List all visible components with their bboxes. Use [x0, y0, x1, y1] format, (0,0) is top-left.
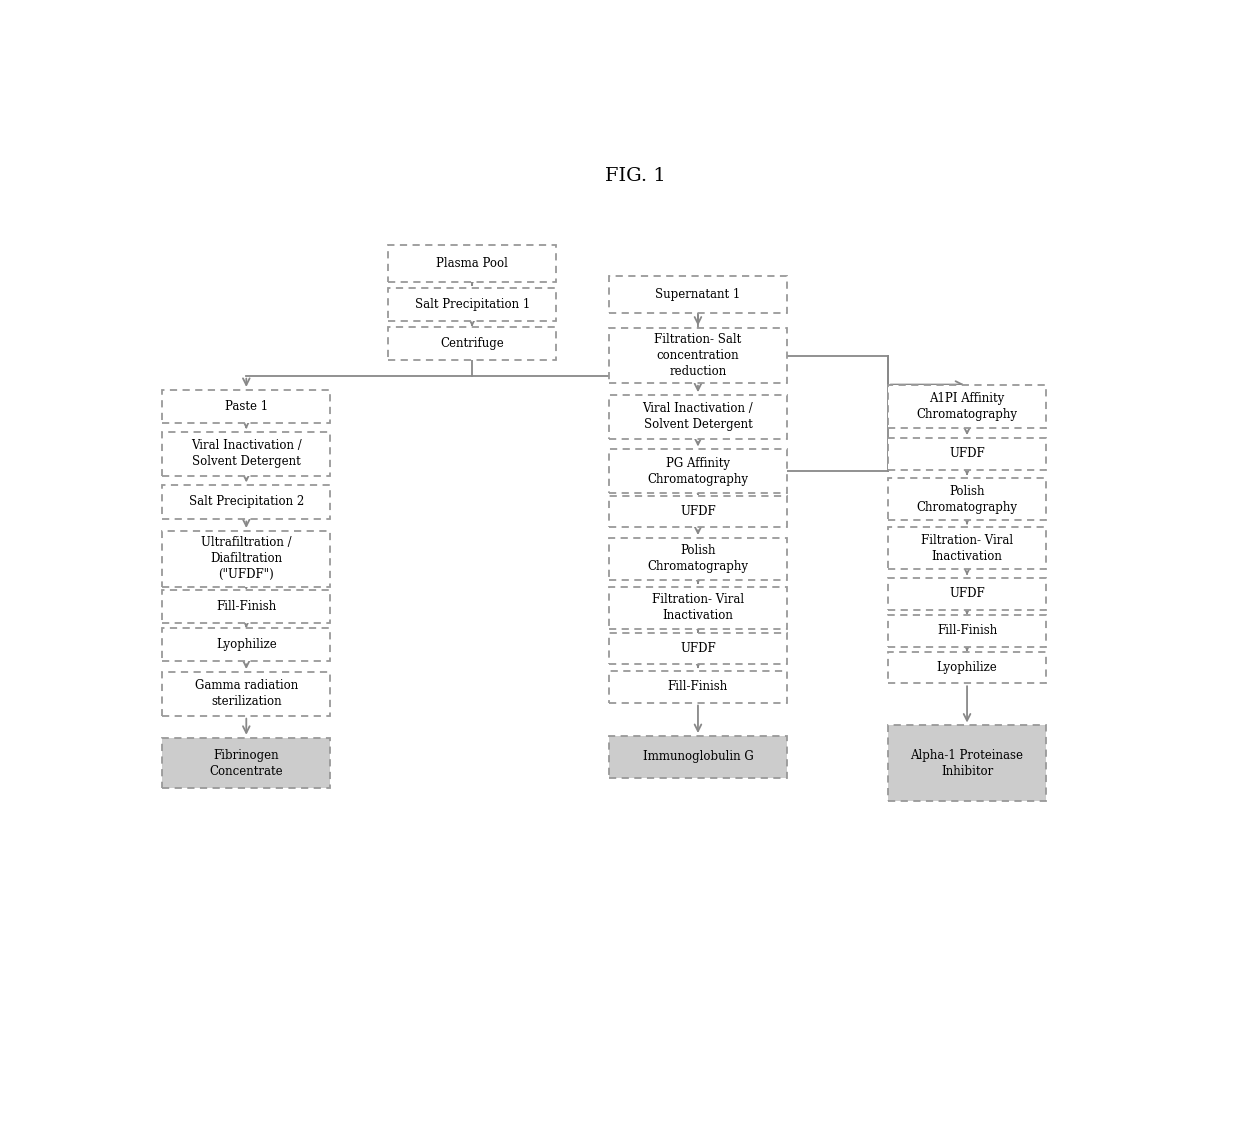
FancyBboxPatch shape — [609, 395, 787, 439]
Text: Plasma Pool: Plasma Pool — [436, 257, 508, 270]
Text: Paste 1: Paste 1 — [224, 399, 268, 413]
Text: Salt Precipitation 1: Salt Precipitation 1 — [414, 298, 529, 312]
Text: Lyophilize: Lyophilize — [936, 661, 997, 674]
FancyBboxPatch shape — [162, 628, 330, 661]
Text: Viral Inactivation /
Solvent Detergent: Viral Inactivation / Solvent Detergent — [642, 403, 754, 431]
FancyBboxPatch shape — [609, 538, 787, 580]
FancyBboxPatch shape — [388, 288, 557, 321]
Text: Fill-Finish: Fill-Finish — [668, 681, 728, 693]
FancyBboxPatch shape — [888, 725, 1047, 801]
Text: Polish
Chromatography: Polish Chromatography — [647, 544, 749, 574]
FancyBboxPatch shape — [888, 385, 1047, 428]
Text: Ultrafiltration /
Diafiltration
("UFDF"): Ultrafiltration / Diafiltration ("UFDF") — [201, 536, 291, 582]
FancyBboxPatch shape — [888, 578, 1047, 610]
FancyBboxPatch shape — [388, 327, 557, 360]
FancyBboxPatch shape — [888, 438, 1047, 470]
FancyBboxPatch shape — [888, 478, 1047, 520]
Text: UFDF: UFDF — [680, 642, 715, 654]
Text: Polish
Chromatography: Polish Chromatography — [916, 485, 1018, 514]
Text: PG Affinity
Chromatography: PG Affinity Chromatography — [647, 456, 749, 486]
Text: Fibrinogen
Concentrate: Fibrinogen Concentrate — [210, 749, 283, 777]
FancyBboxPatch shape — [162, 530, 330, 587]
Text: Fill-Finish: Fill-Finish — [937, 625, 997, 637]
Text: Lyophilize: Lyophilize — [216, 638, 277, 651]
Text: Fill-Finish: Fill-Finish — [216, 600, 277, 612]
Text: Immunoglobulin G: Immunoglobulin G — [642, 750, 754, 764]
Text: UFDF: UFDF — [680, 505, 715, 518]
FancyBboxPatch shape — [162, 671, 330, 716]
Text: FIG. 1: FIG. 1 — [605, 167, 666, 185]
FancyBboxPatch shape — [388, 245, 557, 282]
Text: Filtration- Viral
Inactivation: Filtration- Viral Inactivation — [921, 534, 1013, 563]
FancyBboxPatch shape — [609, 587, 787, 629]
FancyBboxPatch shape — [609, 275, 787, 313]
Text: Centrifuge: Centrifuge — [440, 337, 503, 349]
Text: UFDF: UFDF — [949, 447, 985, 460]
FancyBboxPatch shape — [609, 633, 787, 665]
FancyBboxPatch shape — [609, 736, 787, 778]
Text: Supernatant 1: Supernatant 1 — [655, 288, 740, 300]
FancyBboxPatch shape — [162, 485, 330, 519]
Text: Viral Inactivation /
Solvent Detergent: Viral Inactivation / Solvent Detergent — [191, 439, 301, 468]
FancyBboxPatch shape — [609, 671, 787, 702]
FancyBboxPatch shape — [162, 737, 330, 789]
Text: Gamma radiation
sterilization: Gamma radiation sterilization — [195, 679, 298, 708]
FancyBboxPatch shape — [888, 615, 1047, 646]
FancyBboxPatch shape — [162, 390, 330, 423]
FancyBboxPatch shape — [162, 431, 330, 476]
FancyBboxPatch shape — [609, 329, 787, 382]
Text: Filtration- Salt
concentration
reduction: Filtration- Salt concentration reduction — [655, 333, 742, 378]
Text: Filtration- Viral
Inactivation: Filtration- Viral Inactivation — [652, 594, 744, 622]
FancyBboxPatch shape — [888, 527, 1047, 569]
Text: UFDF: UFDF — [949, 587, 985, 601]
FancyBboxPatch shape — [162, 589, 330, 622]
FancyBboxPatch shape — [609, 450, 787, 493]
FancyBboxPatch shape — [609, 496, 787, 527]
Text: A1PI Affinity
Chromatography: A1PI Affinity Chromatography — [916, 391, 1018, 421]
FancyBboxPatch shape — [888, 652, 1047, 683]
Text: Salt Precipitation 2: Salt Precipitation 2 — [188, 495, 304, 509]
Text: Alpha-1 Proteinase
Inhibitor: Alpha-1 Proteinase Inhibitor — [910, 749, 1023, 777]
